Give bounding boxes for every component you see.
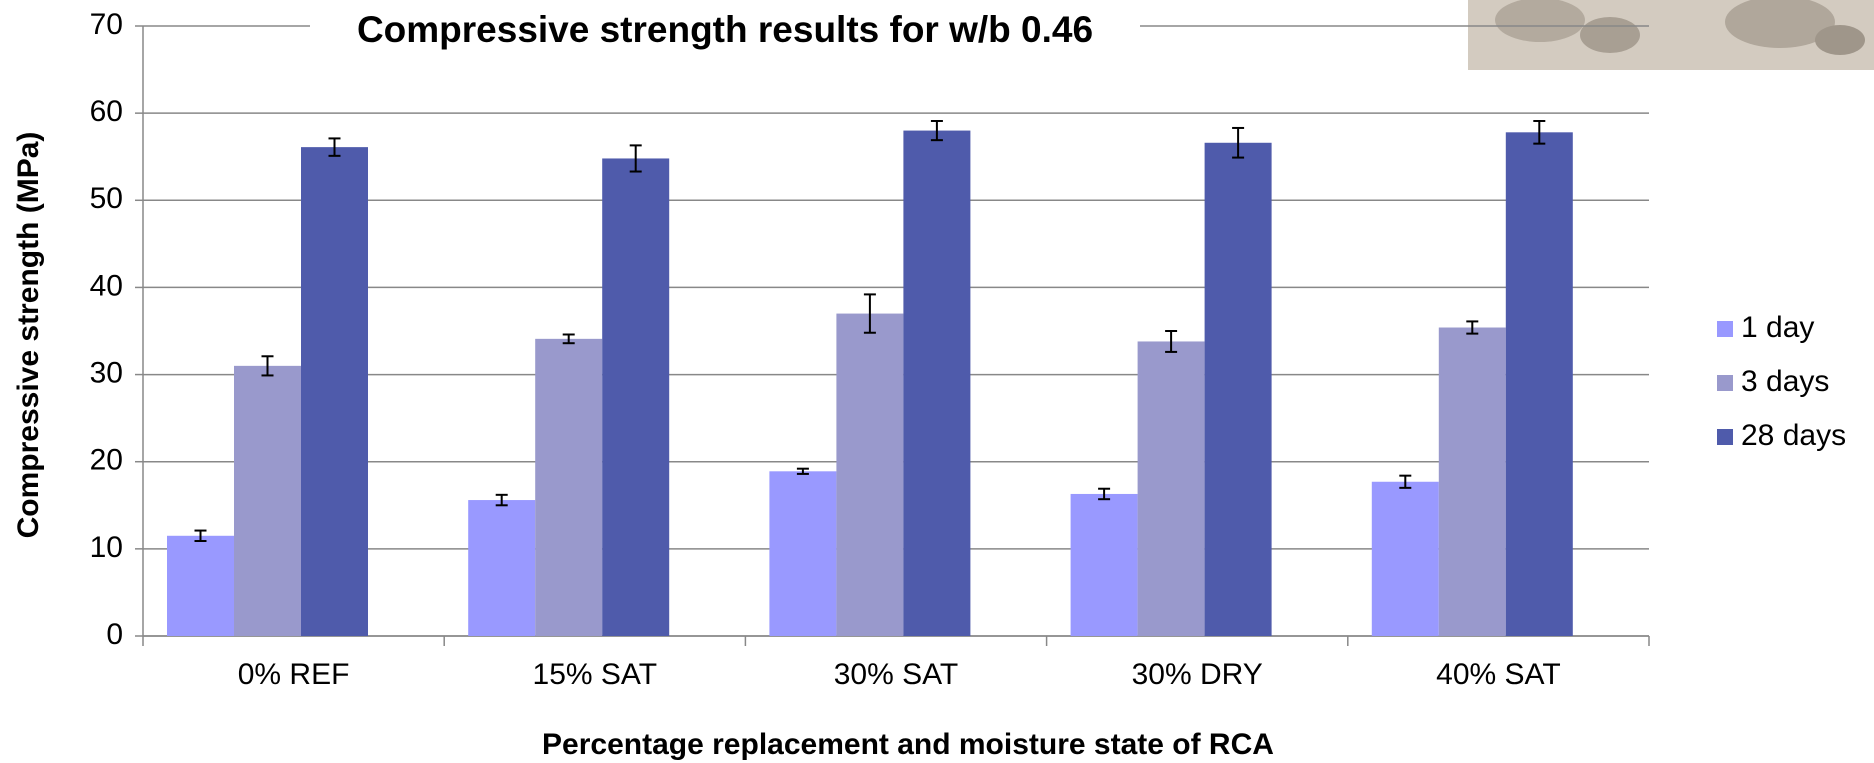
x-tick-label: 0% REF xyxy=(238,658,350,691)
x-tick-label: 30% SAT xyxy=(834,658,959,691)
bar xyxy=(1506,132,1573,636)
legend-label: 1 day xyxy=(1741,311,1814,344)
bar xyxy=(1439,328,1506,636)
y-tick-label: 30 xyxy=(90,356,123,389)
chart: 0 10 20 30 40 50 60 70 0% REF 15% SAT 30% SAT 30% D… xyxy=(0,0,1874,763)
y-tick-label: 10 xyxy=(90,531,123,564)
bar xyxy=(903,131,970,636)
y-tick-label: 40 xyxy=(90,269,123,302)
x-tick-label: 40% SAT xyxy=(1436,658,1561,691)
bar xyxy=(1071,494,1138,636)
bar xyxy=(602,158,669,636)
y-tick-label: 20 xyxy=(90,444,123,477)
bar xyxy=(1138,341,1205,636)
legend-swatch xyxy=(1717,429,1733,445)
bar xyxy=(769,471,836,636)
y-tick-label: 70 xyxy=(90,8,123,41)
chart-title: Compressive strength results for w/b 0.4… xyxy=(357,9,1093,50)
y-tick-label: 60 xyxy=(90,95,123,128)
bar xyxy=(167,536,234,636)
bar xyxy=(836,314,903,636)
bar xyxy=(468,500,535,636)
x-tick-label: 30% DRY xyxy=(1132,658,1263,691)
y-tick-label: 0 xyxy=(106,618,123,651)
bar xyxy=(1372,482,1439,636)
legend-label: 3 days xyxy=(1741,365,1829,398)
bar xyxy=(535,339,602,636)
bar xyxy=(301,147,368,636)
legend-label: 28 days xyxy=(1741,419,1846,452)
y-axis-title: Compressive strength (MPa) xyxy=(12,132,45,539)
y-tick-label: 50 xyxy=(90,182,123,215)
legend-swatch xyxy=(1717,321,1733,337)
bar xyxy=(234,366,301,636)
x-tick-label: 15% SAT xyxy=(533,658,658,691)
photo xyxy=(1468,0,1874,70)
bar xyxy=(1205,143,1272,636)
x-axis-title: Percentage replacement and moisture stat… xyxy=(542,728,1274,761)
legend-swatch xyxy=(1717,375,1733,391)
